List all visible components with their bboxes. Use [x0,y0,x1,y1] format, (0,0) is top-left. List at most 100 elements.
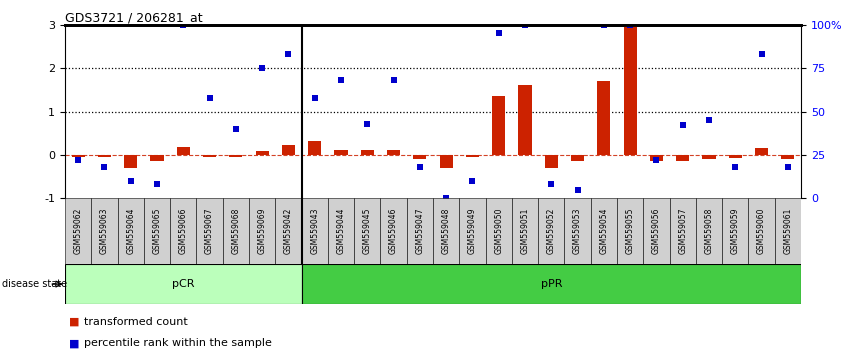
Text: GSM559065: GSM559065 [152,208,161,254]
Point [466,178,480,184]
Bar [65,264,301,304]
Bar [281,145,295,155]
Text: GSM559043: GSM559043 [310,208,320,254]
Text: GSM559061: GSM559061 [784,208,792,254]
Bar [229,155,242,156]
Text: GSM559051: GSM559051 [520,208,529,254]
Bar [98,155,111,157]
Text: GSM559055: GSM559055 [625,208,635,254]
Bar [755,148,768,155]
Bar [407,198,433,264]
Bar [124,155,137,168]
Point [624,22,637,28]
Text: GSM559057: GSM559057 [678,208,688,254]
Bar [466,155,479,157]
Bar [308,141,321,155]
Point [439,195,453,201]
Text: GSM559044: GSM559044 [337,208,346,254]
Bar [440,155,453,168]
Point [229,126,242,132]
Bar [118,198,144,264]
Point [650,157,663,163]
Text: GSM559052: GSM559052 [546,208,556,254]
Point [702,118,716,123]
Bar [538,198,565,264]
Text: GSM559064: GSM559064 [126,208,135,254]
Text: ■: ■ [69,317,80,327]
Text: disease state: disease state [2,279,67,289]
Bar [650,155,663,161]
Point [360,121,374,126]
Text: pCR: pCR [172,279,195,289]
Text: GSM559049: GSM559049 [468,208,477,254]
Point [307,95,321,101]
Bar [748,198,775,264]
Bar [170,198,197,264]
Bar [676,155,689,161]
Text: GSM559050: GSM559050 [494,208,503,254]
Bar [387,150,400,155]
Point [571,187,585,193]
Text: GSM559062: GSM559062 [74,208,82,254]
Text: GSM559060: GSM559060 [757,208,766,254]
Bar [301,264,801,304]
Bar [459,198,486,264]
Bar [617,198,643,264]
Bar [702,155,715,159]
Bar [223,198,249,264]
Bar [722,198,748,264]
Text: GSM559069: GSM559069 [257,208,267,254]
Bar [328,198,354,264]
Bar [354,198,380,264]
Point [754,51,768,57]
Point [177,22,191,28]
Bar [519,85,532,155]
Text: GSM559058: GSM559058 [705,208,714,254]
Bar [413,155,426,159]
Text: ■: ■ [69,338,80,348]
Bar [598,81,611,155]
Bar [781,155,794,159]
Bar [571,155,585,161]
Bar [624,25,637,155]
Text: GSM559067: GSM559067 [205,208,214,254]
Point [281,51,295,57]
Point [781,164,795,170]
Point [255,65,269,71]
Text: GSM559053: GSM559053 [573,208,582,254]
Bar [775,198,801,264]
Point [492,30,506,36]
Text: GSM559063: GSM559063 [100,208,109,254]
Bar [197,198,223,264]
Bar [275,198,301,264]
Text: GSM559048: GSM559048 [442,208,450,254]
Bar [565,198,591,264]
Bar [249,198,275,264]
Point [518,22,532,28]
Point [334,78,348,83]
Bar [696,198,722,264]
Bar [486,198,512,264]
Text: GSM559046: GSM559046 [389,208,398,254]
Bar [144,198,170,264]
Text: GSM559047: GSM559047 [416,208,424,254]
Bar [301,198,328,264]
Text: GSM559059: GSM559059 [731,208,740,254]
Point [413,164,427,170]
Point [71,157,85,163]
Text: GSM559054: GSM559054 [599,208,609,254]
Bar [669,198,696,264]
Text: pPR: pPR [540,279,562,289]
Bar [729,155,742,158]
Bar [380,198,407,264]
Text: GDS3721 / 206281_at: GDS3721 / 206281_at [65,11,203,24]
Bar [433,198,459,264]
Text: GSM559045: GSM559045 [363,208,372,254]
Bar [512,198,538,264]
Point [124,178,138,184]
Bar [255,150,268,155]
Text: GSM559056: GSM559056 [652,208,661,254]
Bar [492,96,505,155]
Bar [91,198,118,264]
Point [150,182,164,187]
